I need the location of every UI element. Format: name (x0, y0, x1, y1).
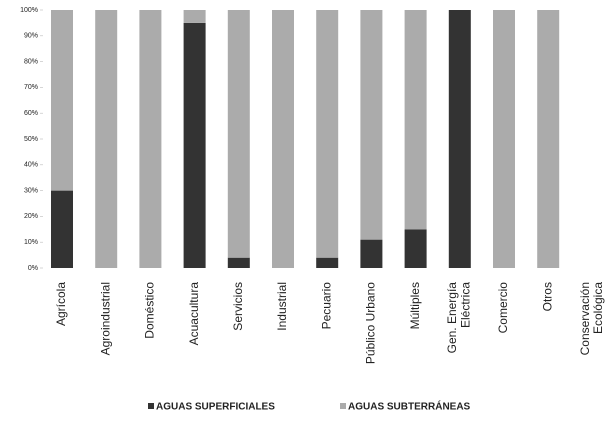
x-tick-label: Doméstico (143, 282, 157, 339)
x-tick-label: Pecuario (319, 282, 333, 330)
bar-segment (95, 10, 118, 268)
bar-segment (316, 257, 339, 268)
bar-segment (139, 10, 162, 268)
legend-label: AGUAS SUPERFICIALES (156, 402, 275, 413)
bar-segment (404, 10, 427, 230)
bar-segment (183, 22, 206, 269)
bar-segment (227, 10, 250, 258)
x-tick-label: Agroindustrial (98, 282, 112, 355)
y-tick-label: 30% (24, 187, 38, 194)
x-tick-label: Acuacultura (187, 282, 201, 346)
x-tick-label: Servicios (231, 282, 245, 331)
bar-segment (183, 10, 206, 23)
y-tick-label: 80% (24, 58, 38, 65)
y-tick-label: 60% (24, 110, 38, 117)
bar-segment (537, 10, 560, 268)
bar-segment (360, 10, 383, 240)
x-tick-label: Gen. EnergíaEléctrica (445, 282, 472, 354)
bar-segment (316, 10, 339, 258)
bar-segment (272, 10, 294, 268)
bar-segment (51, 10, 73, 191)
y-tick-label: 90% (24, 33, 38, 40)
y-tick-label: 100% (20, 7, 38, 14)
x-tick-label: Comercio (496, 282, 510, 334)
bar-segment (360, 239, 383, 268)
x-tick-label: Público Urbano (364, 282, 378, 364)
bar-segment (448, 10, 471, 268)
bar-segment (493, 10, 515, 268)
x-tick-label: ConservaciónEcológica (578, 282, 605, 356)
y-tick-label: 50% (24, 136, 38, 143)
x-tick-label: Industrial (275, 282, 289, 331)
y-tick-label: 70% (24, 84, 38, 91)
legend-swatch (340, 403, 346, 409)
bar-segment (51, 190, 73, 268)
bar-segment (227, 257, 250, 268)
x-tick-label: Múltiples (408, 282, 422, 329)
y-tick-label: 40% (24, 162, 38, 169)
x-tick-label: Otros (540, 282, 554, 311)
bar-segment (404, 229, 427, 268)
y-tick-label: 10% (24, 239, 38, 246)
legend-label: AGUAS SUBTERRÁNEAS (348, 400, 471, 413)
y-tick-label: 0% (28, 265, 38, 272)
legend-swatch (148, 403, 154, 409)
y-tick-label: 20% (24, 213, 38, 220)
x-tick-label: Agrícola (54, 282, 68, 326)
